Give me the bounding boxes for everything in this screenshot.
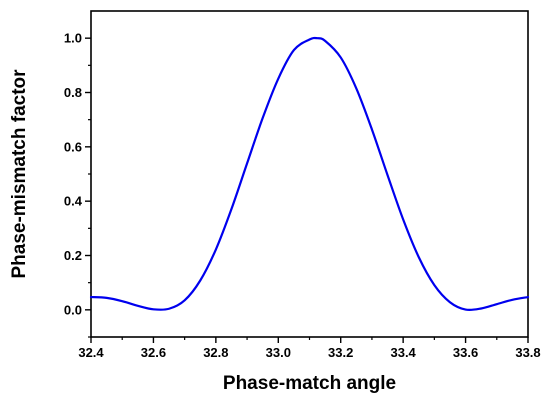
x-tick-label: 33.4 xyxy=(390,345,416,360)
x-axis-ticks: 32.4 32.6 32.8 33.0 33.2 33.4 33.6 33.8 xyxy=(78,337,541,360)
x-axis-title: Phase-match angle xyxy=(223,373,396,394)
y-tick-label: 0.4 xyxy=(64,194,83,209)
y-tick-label: 1.0 xyxy=(64,31,82,46)
x-tick-label: 32.8 xyxy=(203,345,228,360)
y-tick-label: 0.8 xyxy=(64,85,82,100)
x-tick-label: 33.2 xyxy=(328,345,353,360)
y-tick-label: 0.2 xyxy=(64,248,82,263)
y-tick-label: 0.0 xyxy=(64,302,82,317)
y-tick-label: 0.6 xyxy=(64,139,82,154)
x-tick-label: 33.0 xyxy=(266,345,291,360)
x-tick-label: 32.6 xyxy=(141,345,166,360)
x-tick-label: 33.6 xyxy=(453,345,478,360)
x-tick-label: 32.4 xyxy=(78,345,104,360)
series-line xyxy=(89,36,530,312)
y-axis-ticks: 0.0 0.2 0.4 0.6 0.8 1.0 xyxy=(64,31,91,338)
y-axis-title: Phase-mismatch factor xyxy=(9,69,30,279)
x-tick-label: 33.8 xyxy=(515,345,540,360)
plot-frame xyxy=(90,10,529,338)
